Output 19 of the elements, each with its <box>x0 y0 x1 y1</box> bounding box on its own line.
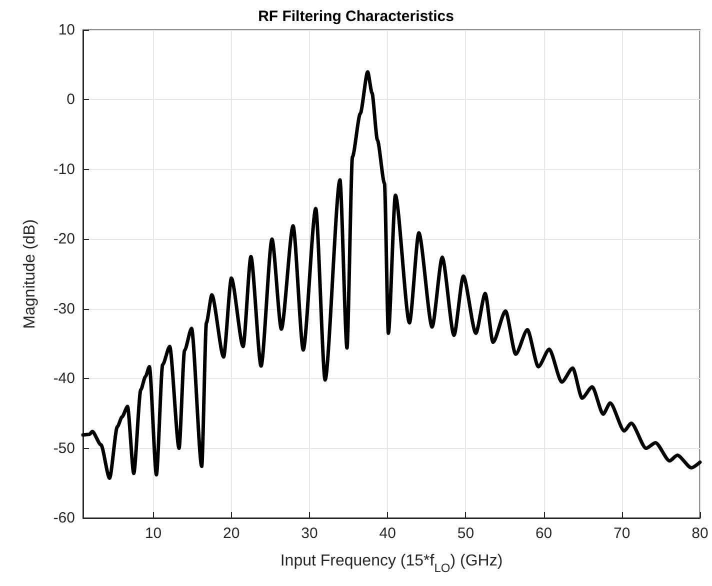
y-axis-title: Magnitude (dB) <box>22 219 38 329</box>
x-tick-label: 50 <box>457 525 474 542</box>
chart-title: RF Filtering Characteristics <box>258 8 454 25</box>
y-tick-label: -20 <box>53 230 75 248</box>
x-tick-label: 40 <box>379 525 396 542</box>
x-tick-label: 20 <box>223 525 240 542</box>
x-tick-label: 30 <box>301 525 318 542</box>
y-tick-label: -60 <box>53 510 75 526</box>
x-tick-label: 10 <box>144 525 162 542</box>
y-tick-label: -30 <box>53 300 75 318</box>
x-tick-label: 80 <box>692 525 708 542</box>
x-tick-label: 70 <box>614 525 630 542</box>
y-tick-label: 0 <box>66 91 75 108</box>
y-tick-label: -50 <box>53 440 75 457</box>
line-series <box>81 70 702 480</box>
y-tick-label: -40 <box>53 370 75 388</box>
y-tick-label: 10 <box>58 22 75 38</box>
x-tick-label: 60 <box>535 525 552 542</box>
y-tick-label: -10 <box>53 160 75 178</box>
